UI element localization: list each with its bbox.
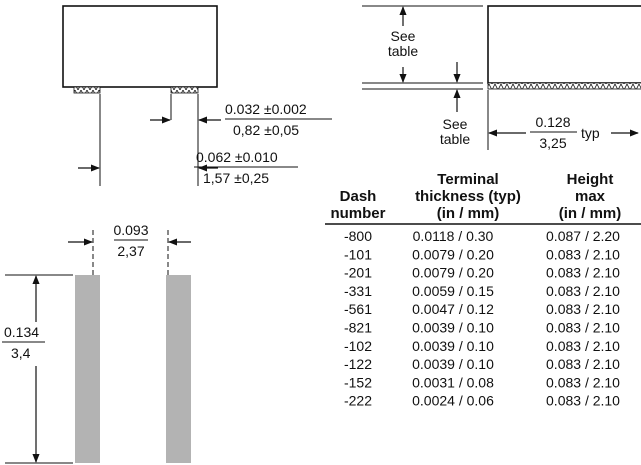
height-note-see: See <box>391 28 416 44</box>
table-cell-height: 0.083 / 2.10 <box>546 265 620 281</box>
table-header-cell: (in / mm) <box>559 205 622 222</box>
table-cell-height: 0.083 / 2.10 <box>546 246 620 262</box>
table-cell-thickness: 0.0024 / 0.06 <box>412 393 494 409</box>
end-view: See table See table 0.128 3,25 typ <box>362 5 641 151</box>
table-cell-height: 0.083 / 2.10 <box>546 338 620 354</box>
table-cell-height: 0.083 / 2.10 <box>546 393 620 409</box>
table-cell-thickness: 0.0047 / 0.12 <box>412 301 494 317</box>
table-cell-thickness: 0.0118 / 0.30 <box>413 228 494 244</box>
table-cell-dash-number: -821 <box>344 320 372 336</box>
table-header-cell: Height <box>567 171 614 188</box>
overall-length-mm: 1,57 ±0,25 <box>203 170 269 186</box>
table-cell-thickness: 0.0059 / 0.15 <box>412 283 494 299</box>
table-cell-thickness: 0.0079 / 0.20 <box>412 246 494 262</box>
table-header-cell: Terminal <box>437 171 498 188</box>
component-body <box>62 5 218 88</box>
end-view-terminal <box>487 82 641 90</box>
table-header-cell: (in / mm) <box>437 205 500 222</box>
table-header-cell: number <box>330 205 385 222</box>
table-cell-height: 0.083 / 2.10 <box>546 301 620 317</box>
typ-width-mm: 3,25 <box>539 135 566 151</box>
left-pad <box>75 275 100 463</box>
left-terminal <box>73 86 101 94</box>
table-header-cell: max <box>575 188 606 205</box>
terminal-width-inch: 0.032 ±0.002 <box>225 101 307 117</box>
overall-length-inch: 0.062 ±0.010 <box>196 149 278 165</box>
gap-mm: 2,37 <box>117 243 144 259</box>
table-cell-height: 0.083 / 2.10 <box>546 320 620 336</box>
table-cell-dash-number: -102 <box>344 338 372 354</box>
table-cell-dash-number: -122 <box>344 356 372 372</box>
table-cell-thickness: 0.0039 / 0.10 <box>412 320 494 336</box>
end-view-body <box>487 5 641 84</box>
table-cell-thickness: 0.0079 / 0.20 <box>412 265 494 281</box>
table-header-cell: thickness (typ) <box>415 188 521 205</box>
pad-height-mm: 3,4 <box>11 345 31 361</box>
table-cell-dash-number: -222 <box>344 393 372 409</box>
table-header-cell: Dash <box>340 188 377 205</box>
pad-height-inch: 0.134 <box>4 324 39 340</box>
right-pad <box>166 275 191 463</box>
table-cell-dash-number: -561 <box>344 301 372 317</box>
table-cell-thickness: 0.0039 / 0.10 <box>412 356 494 372</box>
table-cell-height: 0.083 / 2.10 <box>546 283 620 299</box>
table-cell-height: 0.087 / 2.20 <box>546 228 620 244</box>
terminal-width-mm: 0,82 ±0,05 <box>233 122 299 138</box>
right-terminal <box>170 86 199 94</box>
thickness-note-see: See <box>443 116 468 132</box>
height-note-table: table <box>388 43 419 59</box>
typ-width-inch: 0.128 <box>535 114 570 130</box>
side-view: 0.032 ±0.002 0,82 ±0,05 0.062 ±0.010 1,5… <box>62 5 332 186</box>
typ-label: typ <box>581 125 600 141</box>
gap-inch: 0.093 <box>113 222 148 238</box>
thickness-note-table: table <box>440 131 471 147</box>
table-cell-dash-number: -152 <box>344 374 372 390</box>
table-cell-dash-number: -331 <box>344 283 372 299</box>
table-cell-thickness: 0.0031 / 0.08 <box>412 374 494 390</box>
table-cell-dash-number: -201 <box>344 265 372 281</box>
table-cell-dash-number: -101 <box>344 246 372 262</box>
table-cell-dash-number: -800 <box>344 228 372 244</box>
table-cell-thickness: 0.0039 / 0.10 <box>412 338 494 354</box>
table-cell-height: 0.083 / 2.10 <box>546 374 620 390</box>
table-cell-height: 0.083 / 2.10 <box>546 356 620 372</box>
pad-footprint: 0.093 2,37 0.134 3,4 <box>2 222 191 464</box>
